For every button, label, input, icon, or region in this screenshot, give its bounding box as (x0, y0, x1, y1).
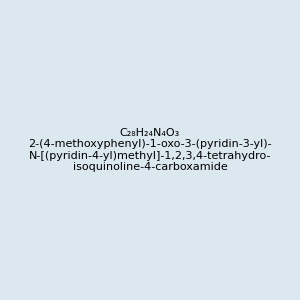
Text: C₂₈H₂₄N₄O₃
2-(4-methoxyphenyl)-1-oxo-3-(pyridin-3-yl)-
N-[(pyridin-4-yl)methyl]-: C₂₈H₂₄N₄O₃ 2-(4-methoxyphenyl)-1-oxo-3-(… (28, 128, 272, 172)
